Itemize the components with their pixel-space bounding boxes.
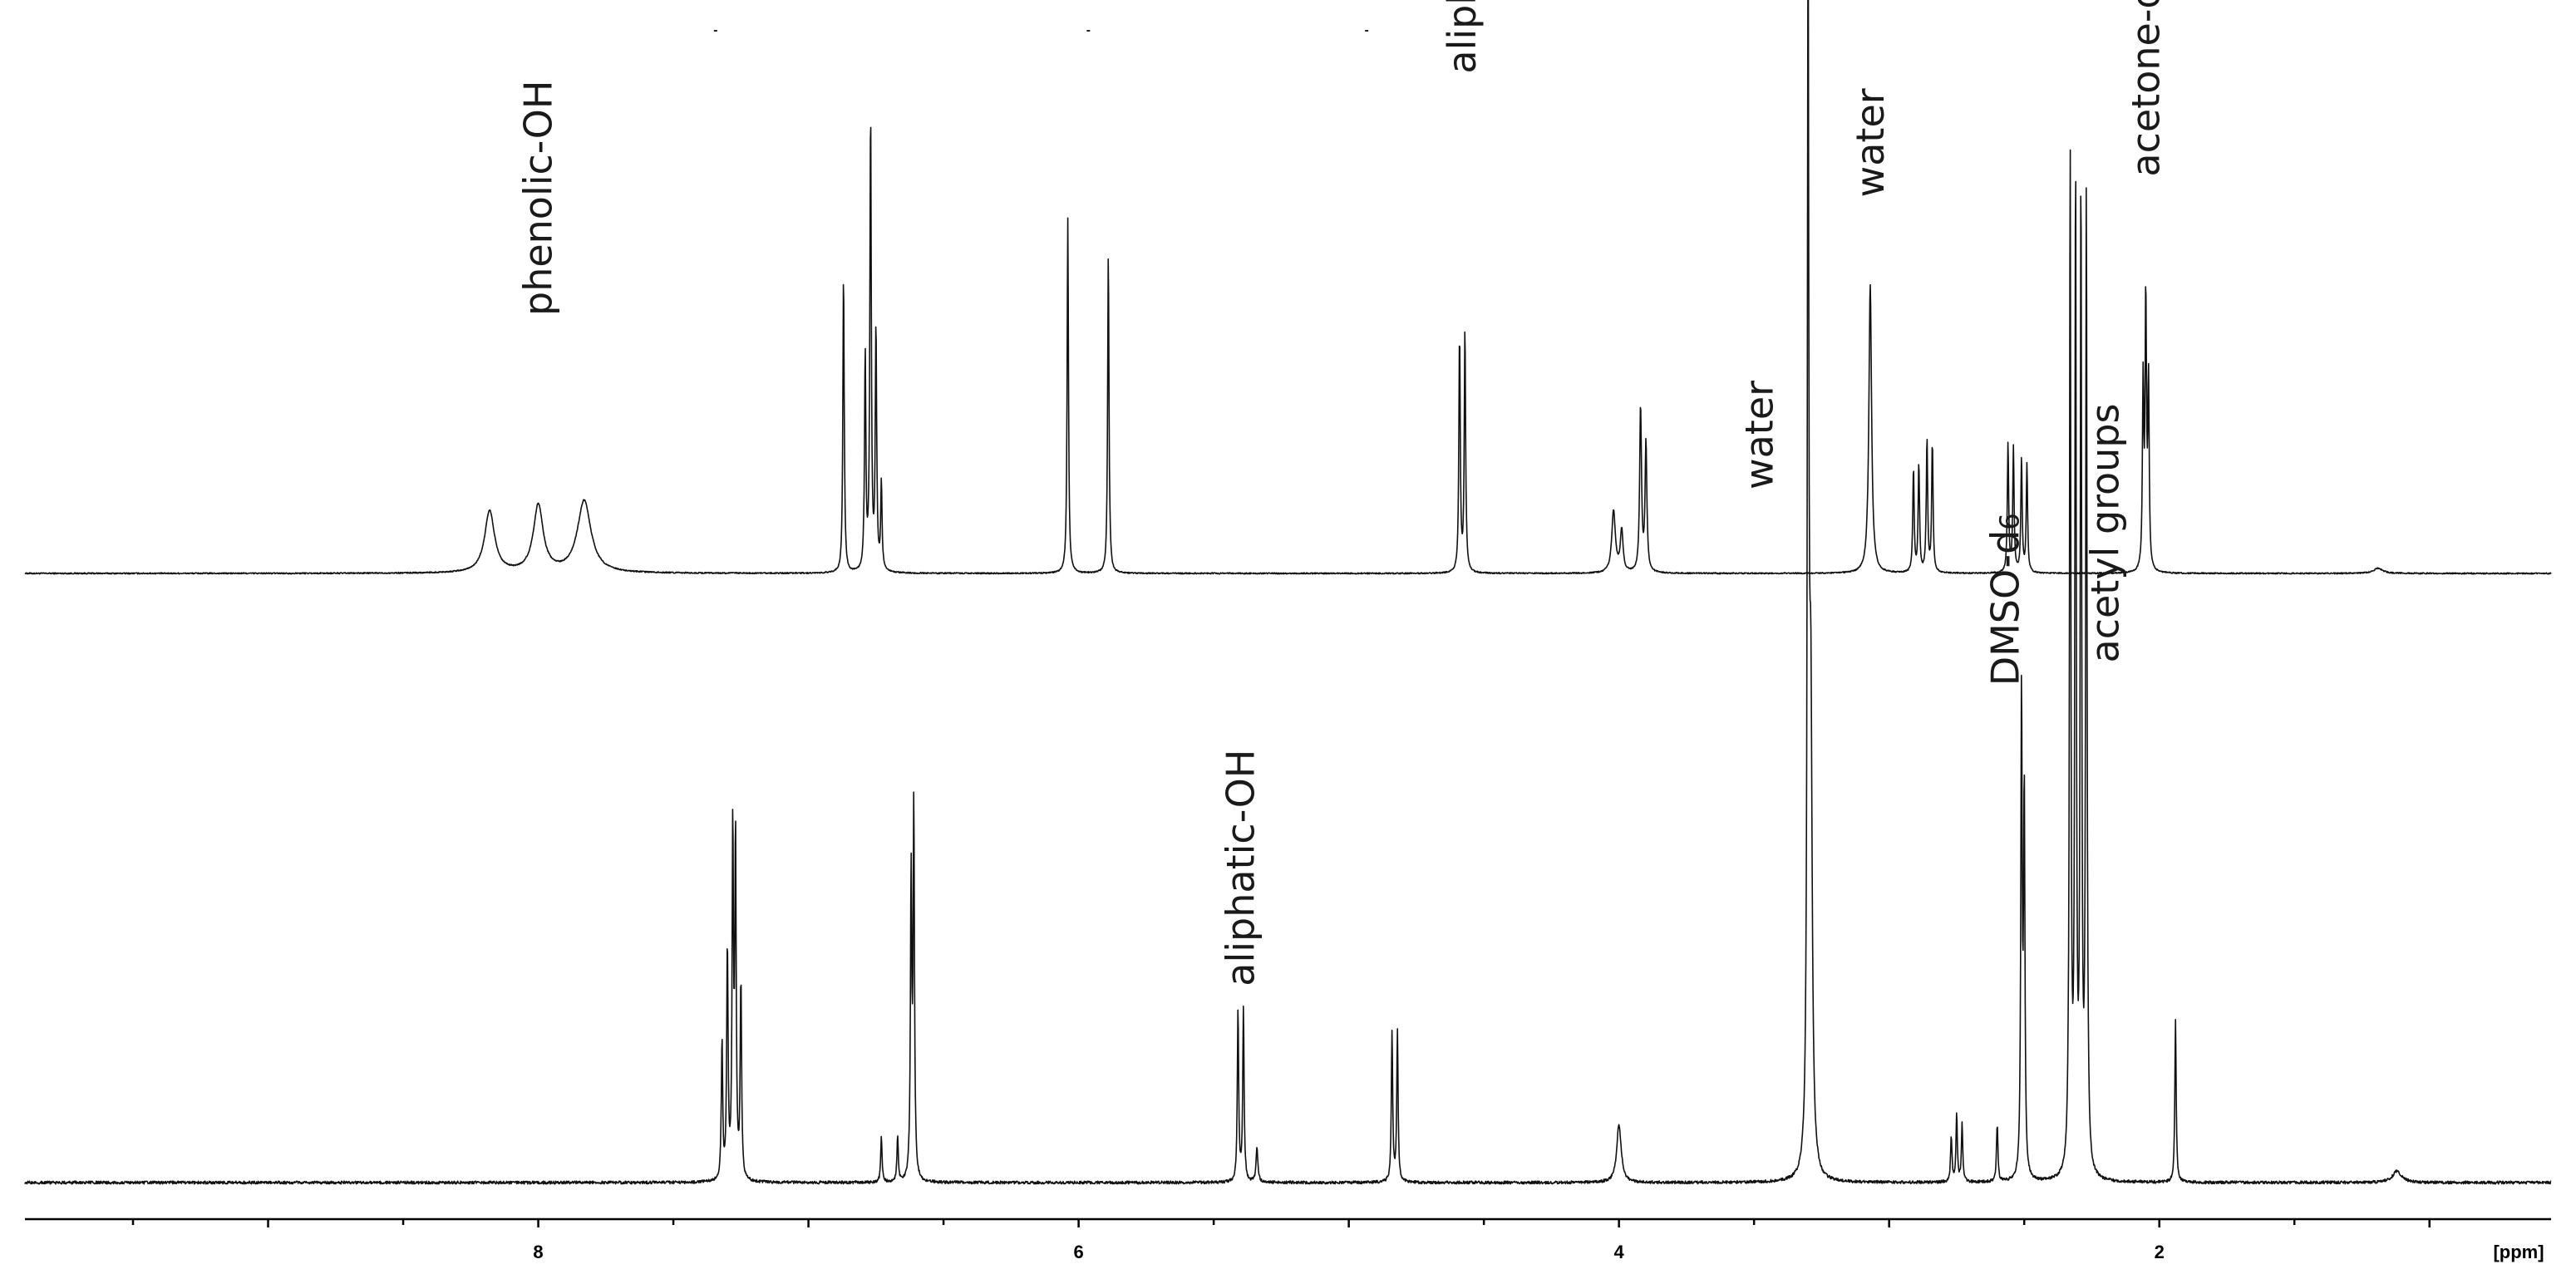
peak-annotations: phenolic-OH aliphatic-OH water acetone-d6 al… — [516, 0, 2169, 986]
annotation-aliphatic-oh: aliphatic-OH — [1440, 0, 1485, 74]
ppm-axis: 8 6 4 2 [ppm] — [25, 1217, 2551, 1262]
x-tick-label: 8 — [533, 1242, 543, 1262]
annotation-water: water — [1848, 88, 1893, 197]
x-tick-label: 2 — [2155, 1242, 2165, 1262]
annotation-acetone-d: acetone-d6 — [2124, 0, 2169, 177]
annotation-dmso-d: DMSO-d6 — [1982, 513, 2027, 686]
spectrum-trace-bottom — [24, 0, 2552, 1185]
annotation-acetyl-groups: acetyl groups — [2083, 403, 2128, 662]
annotation-aliphatic-oh: aliphatic-OH — [1219, 750, 1263, 986]
spectra-group — [24, 0, 2552, 1185]
spectrum-trace-top — [24, 126, 2552, 575]
annotation-water: water — [1737, 381, 1782, 489]
x-axis-unit-label: [ppm] — [2493, 1242, 2544, 1262]
annotation-phenolic-oh: phenolic-OH — [516, 81, 561, 316]
x-tick-label: 6 — [1073, 1242, 1083, 1262]
x-axis-ticks: 8 6 4 2 — [131, 1219, 2431, 1262]
x-tick-label: 4 — [1614, 1242, 1625, 1262]
